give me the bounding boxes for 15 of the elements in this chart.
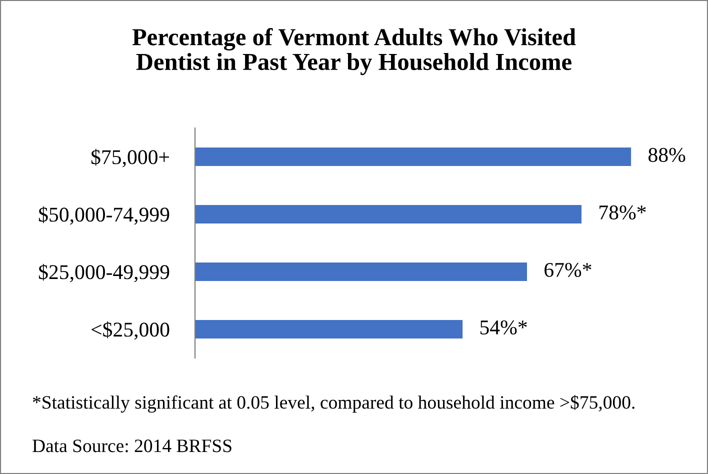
y-tick-label: $25,000-49,999 (38, 264, 170, 282)
data-label: 88% (648, 148, 686, 162)
data-label: 78%* (600, 205, 646, 220)
data-label: 67%* (544, 262, 592, 278)
bar (195, 262, 527, 281)
source-note: Data Source: 2014 BRFSS (32, 440, 232, 452)
y-tick-label: $75,000+ (91, 148, 169, 168)
text: *Statistically significant at 0.05 level, compared to household income >$75,000. (32, 395, 634, 413)
bar (195, 320, 463, 338)
bar (195, 205, 582, 224)
y-tick-label: $50,000-74,999 (38, 206, 170, 225)
data-label: 54%* (480, 320, 527, 335)
bar (195, 148, 632, 166)
y-tick-label: <$25,000 (92, 321, 170, 340)
chart-title: Percentage of Vermont Adults Who Visited Dentist in Past Year by Household Income (132, 28, 576, 76)
